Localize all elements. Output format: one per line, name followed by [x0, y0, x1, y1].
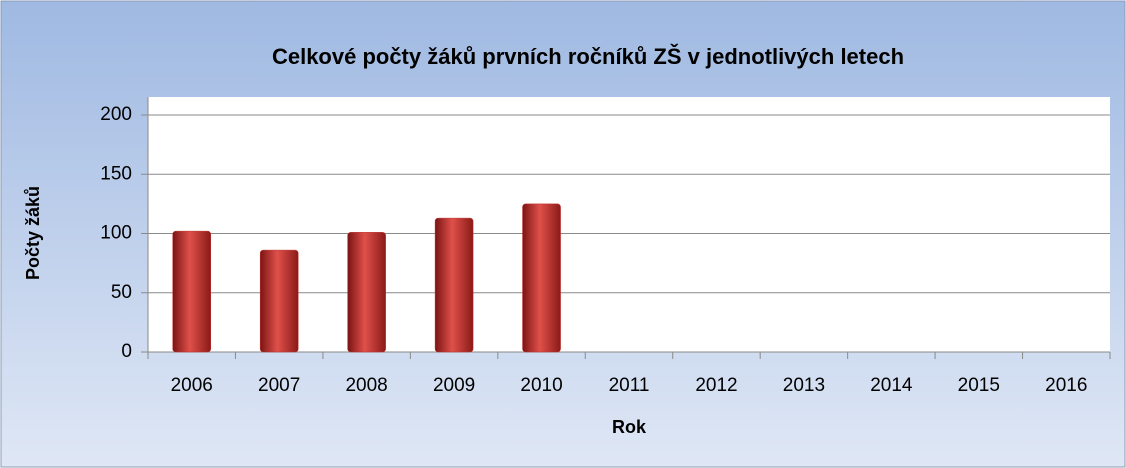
- x-tick-label: 2010: [520, 375, 562, 396]
- y-tick-label: 50: [111, 282, 132, 303]
- x-tick-label: 2011: [609, 375, 650, 396]
- bar: [172, 230, 211, 353]
- x-tick-label: 2012: [695, 375, 737, 396]
- x-tick-label: 2013: [783, 375, 825, 396]
- x-tick-label: 2014: [870, 375, 913, 396]
- bar: [347, 232, 386, 353]
- chart-title: Celkové počty žáků prvních ročníků ZŠ v …: [272, 44, 904, 69]
- y-tick-label: 150: [100, 163, 132, 184]
- plot-area: [148, 97, 1110, 352]
- y-axis-label: Počty žáků: [23, 186, 43, 280]
- x-tick-label: 2016: [1045, 375, 1087, 396]
- x-tick-label: 2008: [345, 375, 387, 396]
- x-tick-label: 2015: [958, 375, 1000, 396]
- y-tick-label: 100: [100, 223, 132, 244]
- bar: [522, 203, 561, 353]
- bar: [259, 249, 299, 353]
- y-tick-label: 0: [121, 341, 132, 362]
- x-axis-label: Rok: [612, 417, 647, 437]
- y-tick-label: 200: [100, 104, 132, 125]
- x-tick-label: 2009: [433, 375, 475, 396]
- x-tick-label: 2007: [258, 375, 300, 396]
- x-tick-label: 2006: [171, 375, 213, 396]
- bar: [434, 217, 474, 353]
